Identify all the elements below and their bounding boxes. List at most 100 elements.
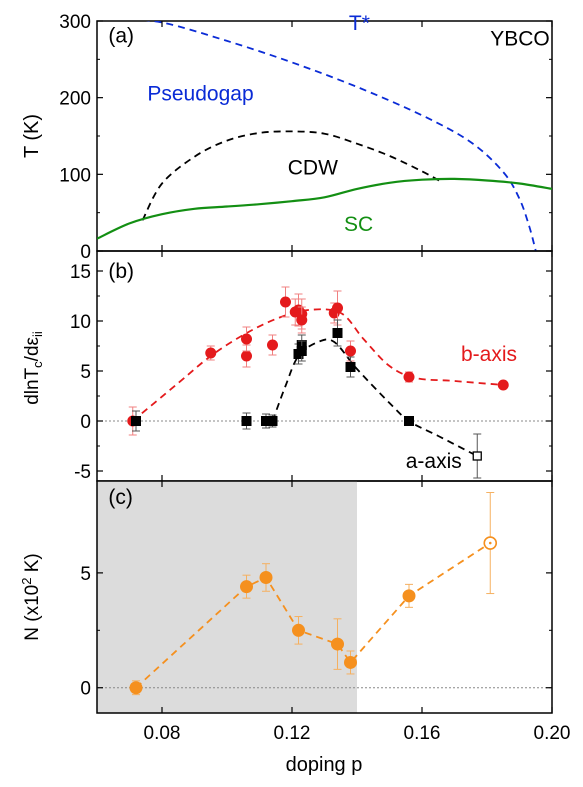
marker-square-open <box>472 451 482 461</box>
panel-c-ylabel: N (x102 K) <box>19 553 43 640</box>
data-point-N <box>483 491 498 595</box>
annotation-label: b-axis <box>461 343 517 366</box>
y-tick-label: 0 <box>80 242 91 263</box>
panel-a-ylabel: T (K) <box>21 114 43 158</box>
marker-square <box>332 328 343 338</box>
panel-a-frame <box>96 20 553 252</box>
curve-sc <box>97 177 552 240</box>
trend-N <box>135 542 491 689</box>
x-axis-label: doping p <box>286 754 363 776</box>
x-tick-labels: 0.08 0.12 0.16 0.20 <box>144 723 571 744</box>
ylabel-b-mid: /dε <box>22 336 43 361</box>
marker-square <box>404 416 414 426</box>
annotation-label: CDW <box>288 156 338 179</box>
marker-circle <box>402 589 416 603</box>
ylabel-b-sub2: ii <box>30 331 45 337</box>
marker-circle <box>259 570 273 584</box>
marker-circle <box>280 296 291 308</box>
marker-circle <box>267 339 278 351</box>
x-tick-label: 0.20 <box>534 723 571 744</box>
ylabel-c-main: N (x10 <box>22 585 43 641</box>
data-point-N <box>292 616 305 645</box>
panel-a: 0 100 200 300 (a) YBCO T* Pseudogap CDW SC T (K) <box>21 12 553 263</box>
panel-c: 05 (c) N (x102 K) <box>19 480 553 714</box>
panel-b-ylabel: dlnTc/dεii <box>22 331 45 405</box>
y-tick-label: -5 <box>74 462 91 483</box>
panel-b-annotations: (b) b-axis a-axis <box>108 260 517 473</box>
marker-square <box>296 346 307 356</box>
panel-a-curves <box>97 21 552 251</box>
y-tick-label: 0 <box>80 679 91 700</box>
data-point-a-axis <box>332 319 343 347</box>
panel-a-annotations: (a) YBCO T* Pseudogap CDW SC <box>108 12 549 236</box>
data-point-b-axis <box>296 306 308 334</box>
marker-circle <box>241 333 252 345</box>
data-point-N <box>331 618 344 670</box>
marker-circle <box>403 371 415 383</box>
panel-b-points <box>127 286 509 479</box>
data-point-a-axis <box>296 340 307 362</box>
ylabel-c-end: K) <box>22 553 43 577</box>
data-point-b-axis <box>280 286 291 318</box>
marker-circle <box>205 347 217 359</box>
data-point-b-axis <box>403 371 415 383</box>
y-tick-label: 15 <box>70 262 91 283</box>
marker-circle <box>240 580 253 594</box>
ylabel-b-sub1: c <box>30 361 45 368</box>
panel-b-ticks: -5 0 5 10 15 <box>70 251 553 483</box>
data-point-N <box>129 680 143 696</box>
x-tick-label: 0.16 <box>404 723 441 744</box>
y-tick-label: 5 <box>80 362 91 383</box>
ylabel-b-main: dlnT <box>22 367 43 404</box>
data-point-a-axis <box>267 414 278 428</box>
y-tick-label: 0 <box>80 412 91 433</box>
panel-b-trend-lines <box>132 308 504 457</box>
marker-center-dot <box>488 541 492 545</box>
y-tick-label: 300 <box>59 12 91 33</box>
data-point-N <box>240 574 253 599</box>
panel-b: -5 0 5 10 15 (b) b-axis a-axis dlnTc/dεii <box>22 250 553 483</box>
y-tick-label: 200 <box>59 89 91 110</box>
annotation-label: a-axis <box>406 450 462 473</box>
data-point-b-axis <box>241 326 252 352</box>
y-tick-label: 100 <box>59 165 91 186</box>
data-point-b-axis <box>345 340 356 362</box>
marker-circle <box>332 302 343 314</box>
data-point-a-axis <box>472 433 482 479</box>
data-point-N <box>402 583 416 608</box>
marker-circle <box>129 681 143 695</box>
marker-circle <box>331 637 344 651</box>
y-tick-label: 5 <box>80 564 91 585</box>
data-point-b-axis <box>497 379 509 391</box>
data-point-a-axis <box>131 410 141 432</box>
annotation-label: YBCO <box>490 28 550 51</box>
data-point-a-axis <box>404 416 414 426</box>
data-point-a-axis <box>241 412 252 430</box>
curve-t <box>145 21 537 251</box>
annotation-label: T* <box>349 12 370 35</box>
marker-circle <box>345 345 356 357</box>
marker-square <box>261 416 271 426</box>
marker-circle <box>241 350 252 362</box>
data-point-N <box>344 650 357 675</box>
marker-circle <box>292 623 305 637</box>
panel-b-frame <box>96 250 553 482</box>
marker-circle <box>296 314 308 326</box>
data-point-b-axis <box>205 345 217 361</box>
panel-c-trend-line <box>135 542 491 689</box>
curve-cdw <box>141 130 442 221</box>
annotation-label: SC <box>344 213 373 236</box>
panel-c-ticks: 05 <box>80 481 553 713</box>
panel-c-points <box>129 491 498 696</box>
marker-square <box>241 416 252 426</box>
marker-circle <box>344 655 357 669</box>
annotation-label: (b) <box>108 260 134 283</box>
marker-square <box>267 416 278 426</box>
trend-a-axis <box>271 338 478 457</box>
panel-c-frame <box>96 480 553 714</box>
x-tick-label: 0.12 <box>274 723 311 744</box>
marker-square <box>345 362 356 372</box>
ylabel-c-sup: 2 <box>19 578 34 585</box>
annotation-label: (c) <box>108 486 133 509</box>
